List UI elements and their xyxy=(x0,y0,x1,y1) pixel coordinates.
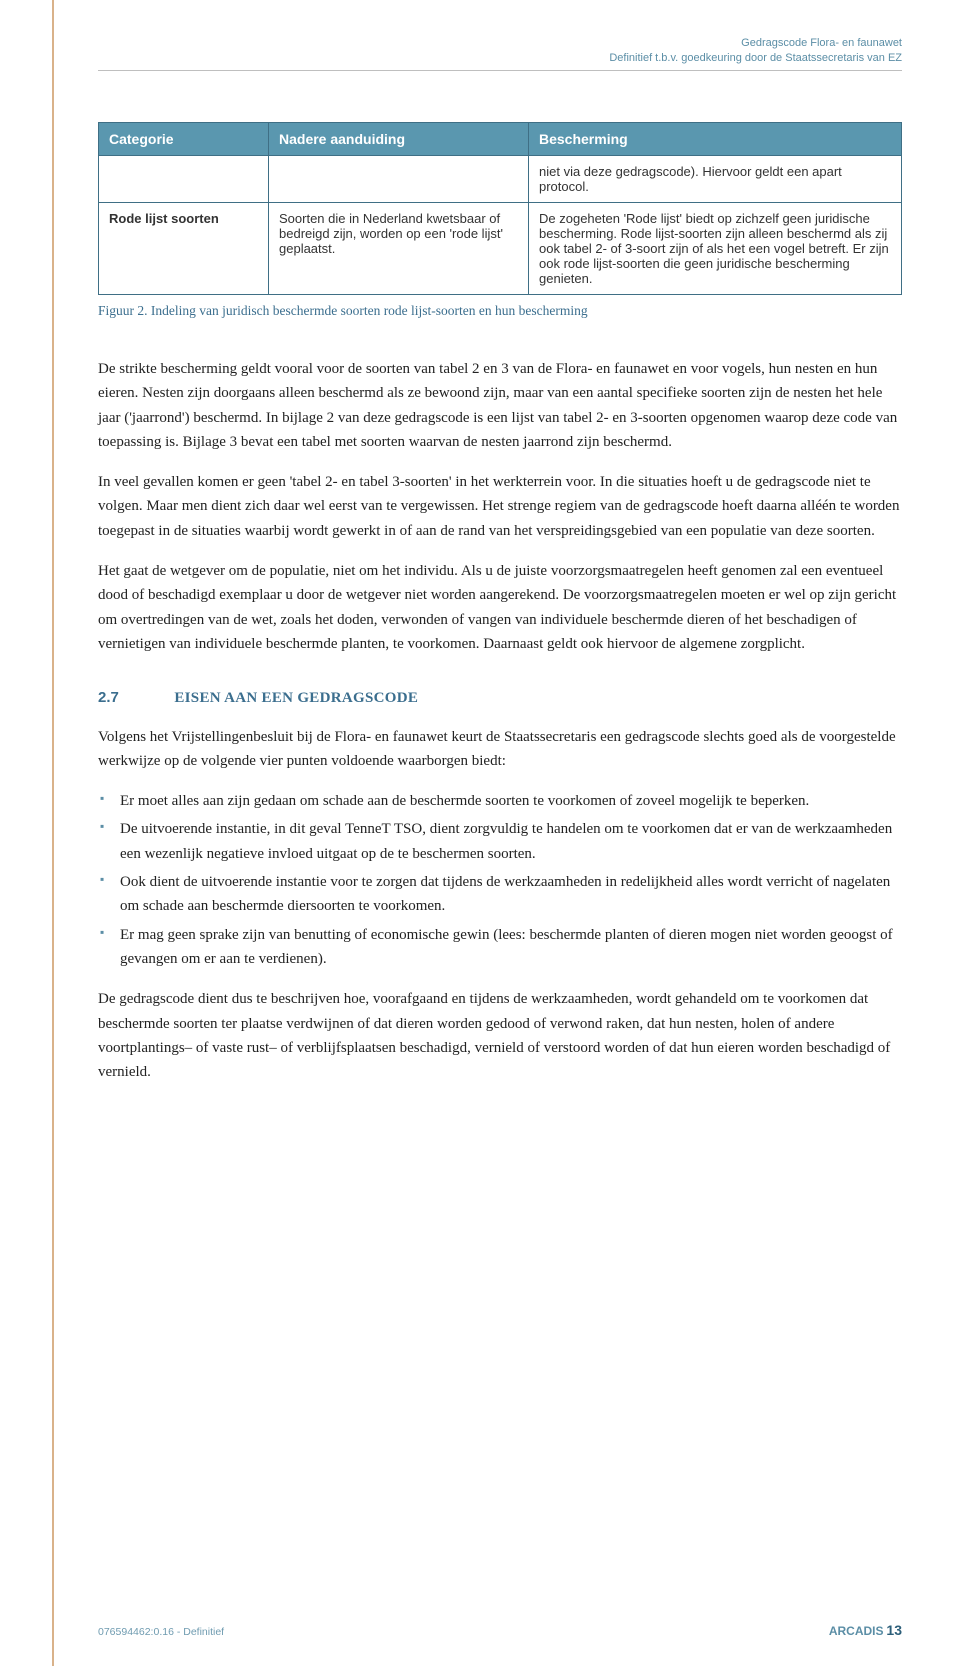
section-title: EISEN AAN EEN GEDRAGSCODE xyxy=(174,690,418,706)
list-item: Ook dient de uitvoerende instantie voor … xyxy=(98,870,902,919)
footer-doc-id: 076594462:0.16 - Definitief xyxy=(98,1626,224,1638)
table-header-row: Categorie Nadere aanduiding Bescherming xyxy=(99,123,902,156)
list-item: Er mag geen sprake zijn van benutting of… xyxy=(98,923,902,972)
categories-table: Categorie Nadere aanduiding Bescherming … xyxy=(98,122,902,295)
section-intro: Volgens het Vrijstellingenbesluit bij de… xyxy=(98,725,902,774)
body-text: De strikte bescherming geldt vooral voor… xyxy=(98,357,902,1084)
section-number: 2.7 xyxy=(98,689,119,706)
paragraph: In veel gevallen komen er geen 'tabel 2-… xyxy=(98,470,902,543)
footer-brand: ARCADIS xyxy=(829,1624,884,1638)
figure-caption: Figuur 2. Indeling van juridisch bescher… xyxy=(98,303,902,319)
footer-right: ARCADIS 13 xyxy=(829,1622,902,1638)
table-row: Rode lijst soorten Soorten die in Nederl… xyxy=(99,203,902,295)
table-header-aanduiding: Nadere aanduiding xyxy=(269,123,529,156)
running-header: Gedragscode Flora- en faunawet Definitie… xyxy=(609,36,902,66)
list-item: De uitvoerende instantie, in dit geval T… xyxy=(98,817,902,866)
table-cell xyxy=(269,156,529,203)
page-footer: 076594462:0.16 - Definitief ARCADIS 13 xyxy=(98,1622,902,1638)
page-content: Categorie Nadere aanduiding Bescherming … xyxy=(98,122,902,1100)
table-cell: Rode lijst soorten xyxy=(99,203,269,295)
section-heading: 2.7 EISEN AAN EEN GEDRAGSCODE xyxy=(98,686,902,710)
table-header-bescherming: Bescherming xyxy=(529,123,902,156)
footer-page-number: 13 xyxy=(886,1622,902,1638)
section-closing: De gedragscode dient dus te beschrijven … xyxy=(98,987,902,1084)
table-cell: niet via deze gedragscode). Hiervoor gel… xyxy=(529,156,902,203)
table-cell xyxy=(99,156,269,203)
list-item: Er moet alles aan zijn gedaan om schade … xyxy=(98,789,902,813)
paragraph: De strikte bescherming geldt vooral voor… xyxy=(98,357,902,454)
header-rule xyxy=(98,70,902,71)
table-cell: Soorten die in Nederland kwetsbaar of be… xyxy=(269,203,529,295)
header-line-1: Gedragscode Flora- en faunawet xyxy=(609,36,902,51)
left-margin-rule xyxy=(52,0,54,1666)
table-row: niet via deze gedragscode). Hiervoor gel… xyxy=(99,156,902,203)
table-header-categorie: Categorie xyxy=(99,123,269,156)
requirements-list: Er moet alles aan zijn gedaan om schade … xyxy=(98,789,902,971)
table-cell: De zogeheten 'Rode lijst' biedt op zichz… xyxy=(529,203,902,295)
paragraph: Het gaat de wetgever om de populatie, ni… xyxy=(98,559,902,656)
header-line-2: Definitief t.b.v. goedkeuring door de St… xyxy=(609,51,902,66)
